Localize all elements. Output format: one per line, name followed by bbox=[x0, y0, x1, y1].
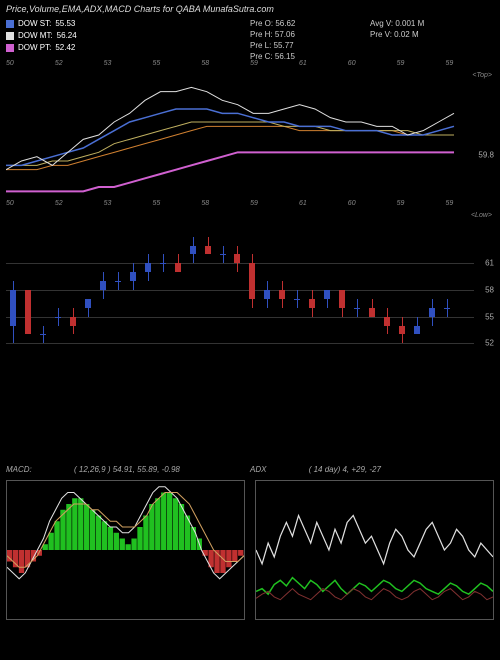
volume-info: Avg V: 0.001 MPre V: 0.02 M bbox=[370, 18, 424, 40]
ema-lines bbox=[6, 70, 474, 200]
legend-pt: DOW PT: 52.42 bbox=[6, 42, 77, 54]
indicator-row bbox=[6, 480, 494, 620]
adx-label: ADX bbox=[250, 465, 266, 474]
ohlc-info: Pre O: 56.62Pre H: 57.06Pre L: 55.77Pre … bbox=[250, 18, 295, 62]
legend-mt: DOW MT: 56.24 bbox=[6, 30, 77, 42]
swatch-pt bbox=[6, 44, 14, 52]
legend-mt-label: DOW MT: bbox=[18, 30, 53, 42]
ema-panel: <Top> 59.8 50525355585961605959 bbox=[6, 70, 494, 200]
legend-pt-label: DOW PT: bbox=[18, 42, 51, 54]
legend-mt-value: 56.24 bbox=[57, 30, 77, 42]
macd-params: ( 12,26,9 ) 54.91, 55.89, -0.98 bbox=[74, 465, 180, 474]
macd-chart bbox=[7, 481, 244, 619]
legend-pt-value: 52.42 bbox=[55, 42, 75, 54]
swatch-st bbox=[6, 20, 14, 28]
legend-st: DOW ST: 55.53 bbox=[6, 18, 77, 30]
ema-side-label: <Top> bbox=[472, 72, 492, 79]
swatch-mt bbox=[6, 32, 14, 40]
indicator-labels: MACD: ( 12,26,9 ) 54.91, 55.89, -0.98 AD… bbox=[6, 465, 494, 474]
adx-params: ( 14 day) 4, +29, -27 bbox=[309, 465, 381, 474]
legend-st-value: 55.53 bbox=[55, 18, 75, 30]
legend: DOW ST: 55.53 DOW MT: 56.24 DOW PT: 52.4… bbox=[6, 18, 77, 54]
chart-title: Price,Volume,EMA,ADX,MACD Charts for QAB… bbox=[6, 4, 274, 14]
adx-chart bbox=[256, 481, 493, 619]
candle-x-labels: 50525355585961605959 bbox=[6, 200, 474, 207]
macd-box bbox=[6, 480, 245, 620]
ema-y-label: 59.8 bbox=[478, 150, 494, 159]
candle-area: 61585552 bbox=[6, 210, 494, 370]
candle-panel: <Low> 61585552 50525355585961605959 bbox=[6, 210, 494, 370]
legend-st-label: DOW ST: bbox=[18, 18, 51, 30]
adx-box bbox=[255, 480, 494, 620]
macd-label: MACD: bbox=[6, 465, 32, 474]
ema-x-labels: 50525355585961605959 bbox=[6, 60, 474, 67]
